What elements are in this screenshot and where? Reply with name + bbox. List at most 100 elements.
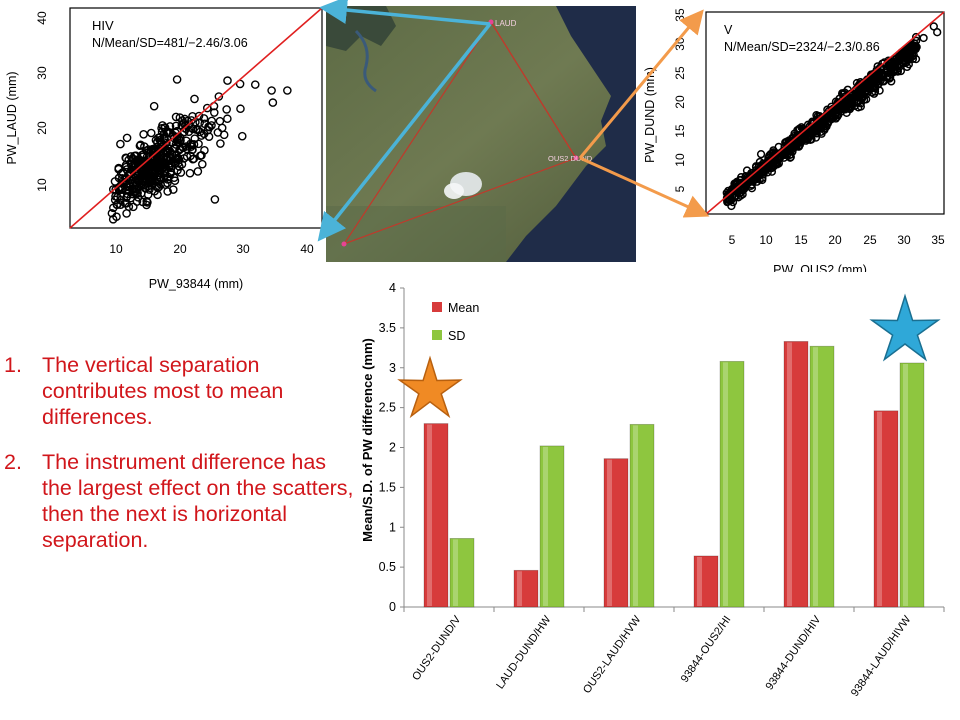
scatter-hiv-point (215, 116, 225, 126)
scatter-hiv-xtick: 30 (236, 242, 250, 256)
scatter-v-point (801, 136, 811, 145)
scatter-hiv-xtick: 10 (109, 242, 123, 256)
scatter-hiv-point (223, 76, 232, 85)
note-number: 2. (4, 450, 22, 474)
scatter-v-point (786, 150, 795, 159)
scatter-v-point (724, 191, 733, 200)
scatter-v-point (803, 135, 812, 144)
scatter-v-stats: N/Mean/SD=2324/−2.3/0.86 (724, 40, 880, 54)
scatter-hiv-point (188, 145, 197, 154)
scatter-v-point (885, 74, 894, 83)
scatter-v-point (756, 149, 766, 159)
map-hills (326, 206, 506, 262)
scatter-v-point (817, 129, 826, 138)
scatter-hiv-point (116, 200, 125, 210)
scatter-hiv-point (190, 134, 200, 143)
connector-arrows (317, 0, 710, 242)
scatter-hiv-point (141, 184, 150, 193)
orange-star-icon (397, 355, 463, 419)
bar-chart-ytick: 3.5 (379, 321, 396, 335)
scatter-v-title: V (724, 23, 733, 37)
scatter-hiv-yticks: 10 20 30 40 (35, 11, 49, 192)
note-text: The instrument difference has the larges… (42, 450, 354, 552)
scatter-plot-hiv: HIV N/Mean/SD=481/−2.46/3.06 10 20 30 40… (0, 0, 330, 300)
scatter-v-xlabel: PW_OUS2 (mm) (773, 263, 867, 272)
scatter-hiv-point (146, 145, 156, 155)
scatter-hiv-point (180, 114, 190, 124)
scatter-v-point (897, 53, 906, 63)
scatter-v-ytick: 15 (673, 124, 687, 138)
scatter-v-point (874, 79, 883, 89)
bar-chart-ytick: 2 (389, 441, 396, 455)
scatter-hiv-ytick: 40 (35, 11, 49, 25)
legend-swatch-mean (432, 302, 442, 312)
bar-chart-panel: Mean/S.D. of PW difference (mm) 0 0.5 1 1.5… (352, 272, 958, 720)
scatter-v-point (765, 151, 774, 160)
scatter-hiv-xlabel: PW_93844 (mm) (149, 277, 243, 291)
scatter-v-point (767, 163, 776, 172)
map-lake (354, 29, 377, 93)
scatter-hiv-point (170, 176, 180, 186)
scatter-hiv-point (108, 214, 118, 224)
arrow-triangle-to-93844 (317, 22, 492, 242)
scatter-v-ylabel: PW_DUND (mm) (643, 67, 657, 163)
scatter-hiv-point (155, 135, 165, 145)
scatter-v-point (919, 33, 928, 43)
scatter-hiv-point (163, 178, 172, 188)
map-station-dund-marker (573, 155, 579, 161)
map-cloud (444, 183, 464, 199)
scatter-hiv-point (193, 125, 203, 135)
legend-swatch-sd (432, 330, 442, 340)
scatter-hiv-point (121, 154, 131, 163)
scatter-hiv-point (116, 139, 125, 149)
scatter-hiv-point (179, 119, 189, 128)
scatter-v-point (911, 41, 920, 51)
bar-highlight (787, 342, 792, 606)
scatter-hiv-ylabel: PW_LAUD (mm) (5, 71, 19, 164)
scatter-v-point (842, 108, 851, 118)
scatter-hiv-point (193, 167, 203, 176)
blue-star-icon (869, 293, 941, 362)
scatter-hiv-point (223, 114, 232, 124)
bar-highlight (607, 459, 612, 606)
scatter-v-point (766, 149, 775, 159)
scatter-hiv-point (203, 125, 213, 135)
scatter-hiv-point (154, 182, 164, 192)
scatter-v-point (869, 89, 879, 98)
scatter-hiv-xtick: 20 (173, 242, 187, 256)
scatter-hiv-point (195, 127, 205, 137)
bar-chart-ylabel: Mean/S.D. of PW difference (mm) (360, 338, 375, 542)
scatter-hiv-point (153, 178, 163, 187)
bar-chart-bars (423, 341, 925, 608)
bar-chart-ytick: 1 (389, 520, 396, 534)
scatter-hiv-point (112, 200, 122, 210)
scatter-hiv-point (132, 171, 141, 181)
scatter-v-point (799, 126, 808, 135)
bar-chart-ytick: 4 (389, 281, 396, 295)
scatter-v-xtick: 5 (729, 233, 736, 247)
bar-chart-ytick: 0.5 (379, 560, 396, 574)
scatter-hiv-point (185, 168, 195, 178)
notes-list: 1. The vertical separation contributes m… (4, 352, 356, 572)
scatter-hiv-point (171, 112, 181, 122)
bar-sd-4 (809, 345, 835, 608)
scatter-v-point (900, 46, 909, 55)
legend-label-sd: SD (448, 329, 465, 343)
scatter-hiv-point (132, 197, 142, 206)
map-ocean (506, 6, 636, 262)
bar-chart: Mean/S.D. of PW difference (mm) 0 0.5 1 1.5… (360, 281, 945, 699)
scatter-hiv-point (267, 86, 276, 95)
scatter-hiv-point (122, 209, 131, 218)
scatter-hiv-point (210, 195, 220, 204)
scatter-hiv-point (189, 139, 199, 149)
scatter-v-xtick: 15 (794, 233, 808, 247)
bar-highlight (723, 362, 728, 606)
scatter-hiv-point (162, 128, 171, 138)
note-item: 1. The vertical separation contributes m… (4, 352, 356, 430)
scatter-hiv-xtick: 40 (300, 242, 314, 256)
bar-mean-4 (783, 341, 809, 608)
scatter-v-point (893, 62, 902, 71)
scatter-hiv-point (174, 162, 184, 171)
scatter-v-point (834, 103, 843, 113)
scatter-hiv-point (197, 159, 207, 169)
